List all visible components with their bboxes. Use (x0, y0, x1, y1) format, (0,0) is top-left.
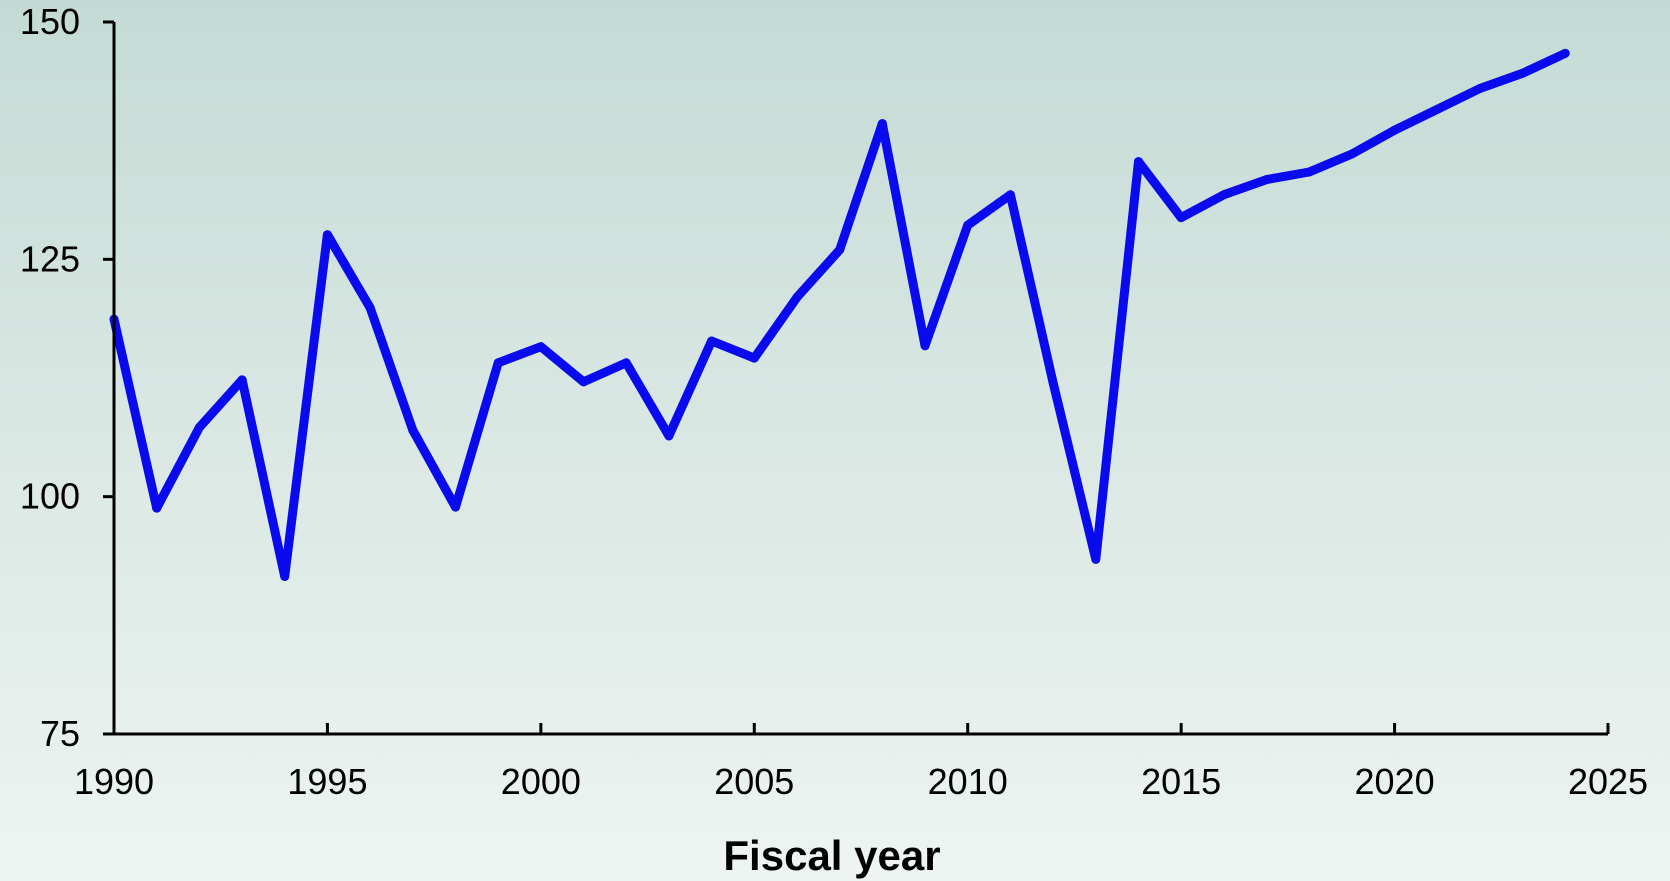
data-point (963, 220, 973, 230)
x-tick-label: 2025 (1568, 761, 1648, 802)
data-point (1560, 48, 1570, 58)
data-point (749, 353, 759, 363)
x-tick-label: 2010 (928, 761, 1008, 802)
data-point (792, 292, 802, 302)
y-tick-label: 150 (20, 1, 80, 42)
data-point (621, 358, 631, 368)
data-point (1347, 149, 1357, 159)
data-point (280, 571, 290, 581)
x-tick-label: 2000 (501, 761, 581, 802)
data-point (664, 431, 674, 441)
ticks-layer: 1990 1995 2000 2005 2010 2015 2020 2025 75 100 125… (20, 1, 1648, 802)
x-tick-label: 1995 (287, 761, 367, 802)
data-point (1048, 378, 1058, 388)
data-point (1518, 68, 1528, 78)
data-point (579, 377, 588, 387)
x-tick-label: 2015 (1141, 761, 1221, 802)
data-point (365, 303, 375, 313)
data-point (152, 503, 162, 513)
data-point (408, 425, 418, 435)
y-tick-label: 100 (20, 476, 80, 517)
x-axis-title: Fiscal year (723, 832, 940, 879)
data-point (1432, 104, 1442, 114)
data-point (1304, 167, 1314, 177)
data-point (1219, 190, 1229, 200)
data-point (1134, 157, 1143, 167)
x-tick-label: 1990 (74, 761, 154, 802)
data-point (1262, 175, 1271, 185)
data-point (1475, 84, 1485, 93)
data-point (920, 341, 930, 351)
data-point (322, 230, 332, 240)
axes-layer (112, 22, 1608, 736)
data-point (877, 119, 887, 129)
series-line (109, 49, 1568, 581)
series-layer (109, 48, 1570, 581)
data-point (835, 245, 845, 255)
x-tick-label: 2020 (1355, 761, 1435, 802)
data-point (1390, 125, 1400, 135)
data-point (1176, 213, 1186, 223)
data-point (194, 422, 204, 432)
x-tick-label: 2005 (714, 761, 794, 802)
y-tick-label: 75 (40, 713, 80, 754)
data-point (1005, 190, 1015, 200)
data-point (451, 502, 460, 512)
data-point (493, 358, 503, 368)
y-tick-label: 125 (20, 238, 80, 279)
data-point (536, 342, 546, 352)
data-point (237, 375, 247, 385)
data-point (1091, 554, 1101, 564)
data-point (707, 336, 717, 346)
